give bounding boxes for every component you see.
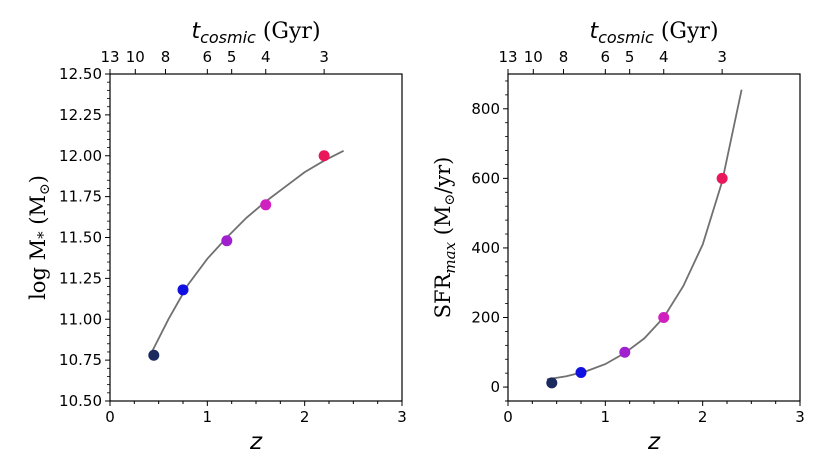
x-tick-label: 2 [300, 408, 310, 426]
plot-frame [507, 73, 801, 402]
x-tick-label: 1 [601, 408, 611, 426]
y-tick-label: 10.75 [59, 351, 102, 369]
top-tick-label: 5 [625, 48, 635, 66]
top-tick-label: 6 [203, 48, 213, 66]
data-point [177, 284, 189, 296]
top-tick-label: 8 [161, 48, 171, 66]
y-tick-label: 800 [471, 100, 500, 118]
y-tick-label: 600 [471, 169, 500, 187]
top-tick-label: 10 [126, 48, 145, 66]
y-tick-label: 10.50 [59, 392, 102, 410]
fit-curve [151, 149, 345, 353]
chart-panel-1: 0 1 2 3 10.50 10.75 11.00 11.25 11.50 11.75 12.00 1… [26, 19, 407, 455]
x-tick-label: 1 [203, 408, 213, 426]
y-tick-label: 12.00 [59, 147, 102, 165]
y-tick-label: 0 [490, 378, 500, 396]
data-point [260, 199, 272, 211]
y-tick-label: 11.50 [59, 229, 102, 247]
y-tick-label: 11.75 [59, 188, 102, 206]
y-tick-label: 400 [471, 239, 500, 257]
y-axis-label: log M* (M⊙) [26, 175, 53, 300]
data-point [221, 235, 233, 247]
x-tick-label: 0 [503, 408, 513, 426]
data-point [318, 150, 330, 162]
top-tick-label: 3 [717, 48, 727, 66]
y-tick-label: 12.50 [59, 65, 102, 83]
x-tick-label: 3 [397, 408, 407, 426]
y-tick-label: 11.25 [59, 269, 102, 287]
top-tick-label: 6 [601, 48, 611, 66]
y-axis-label: SFRmax (M⊙/yr) [431, 157, 459, 319]
x-axis-label: z [647, 429, 661, 455]
top-tick-label: 13 [498, 48, 517, 66]
fit-curve [546, 89, 743, 381]
data-point [619, 346, 631, 358]
x-tick-label: 0 [105, 408, 115, 426]
data-point [716, 172, 728, 184]
x-axis-label: z [249, 429, 263, 455]
y-tick-label: 200 [471, 309, 500, 327]
top-tick-label: 4 [261, 48, 271, 66]
top-tick-label: 10 [524, 48, 543, 66]
chart-panel-2: 0 1 2 3 0 200 400 600 800 13 10 8 6 5 4 3 z tcosmic (Gyr)… [431, 19, 805, 455]
top-tick-label: 5 [227, 48, 237, 66]
data-point [575, 366, 587, 378]
data-point [148, 349, 160, 361]
top-tick-label: 4 [659, 48, 669, 66]
x-tick-label: 2 [698, 408, 708, 426]
top-tick-label: 13 [100, 48, 119, 66]
top-axis-label: tcosmic (Gyr) [191, 19, 320, 47]
y-tick-label: 11.00 [59, 310, 102, 328]
data-point [546, 377, 558, 389]
x-tick-label: 3 [795, 408, 805, 426]
top-axis-label: tcosmic (Gyr) [589, 19, 718, 47]
top-tick-label: 8 [559, 48, 569, 66]
data-point [658, 312, 670, 324]
top-tick-label: 3 [319, 48, 329, 66]
y-tick-label: 12.25 [59, 106, 102, 124]
